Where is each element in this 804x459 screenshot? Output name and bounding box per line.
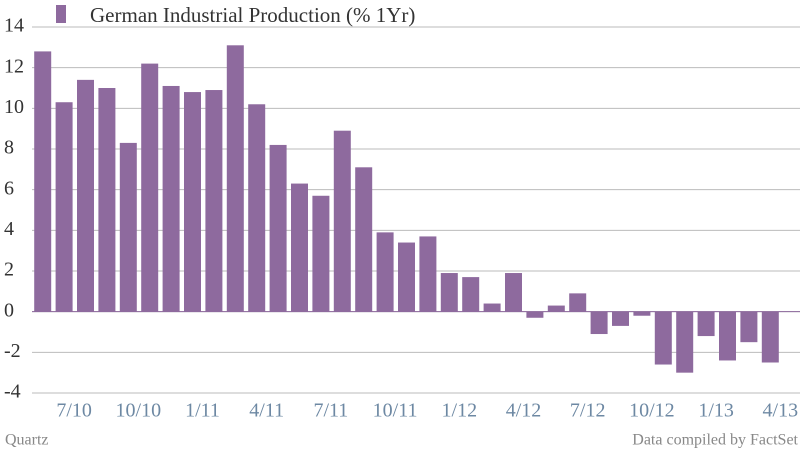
bar: [55, 102, 73, 312]
bar: [269, 144, 287, 312]
x-tick-label: 7/12: [570, 400, 606, 422]
x-tick-label: 7/11: [313, 400, 348, 422]
bar: [248, 104, 266, 312]
bar: [205, 90, 223, 312]
bar: [590, 311, 608, 335]
y-tick-label: 12: [4, 55, 24, 77]
bar: [162, 85, 180, 312]
chart-title: German Industrial Production (% 1Yr): [90, 3, 415, 27]
source-right: Data compiled by FactSet: [632, 432, 798, 449]
bar: [462, 277, 480, 312]
y-tick-label: 4: [4, 218, 14, 240]
bar: [98, 88, 116, 312]
bar: [34, 51, 52, 312]
x-tick-label: 4/13: [763, 400, 799, 422]
y-tick-label: -4: [4, 381, 21, 403]
y-tick-label: 10: [4, 96, 24, 118]
bar: [312, 195, 330, 312]
legend-swatch: [56, 5, 66, 23]
y-tick-label: -2: [4, 340, 21, 362]
bar: [291, 183, 308, 312]
y-tick-label: 0: [4, 299, 14, 321]
bar: [569, 293, 587, 312]
x-tick-label: 1/12: [442, 400, 478, 422]
bar: [483, 303, 501, 312]
y-tick-label: 6: [4, 177, 14, 199]
y-tick-label: 14: [4, 15, 24, 37]
bar: [141, 63, 159, 312]
y-tick-label: 8: [4, 137, 14, 159]
bar: [226, 45, 244, 312]
x-tick-label: 4/11: [249, 400, 284, 422]
bar: [398, 242, 415, 312]
x-tick-label: 10/10: [116, 400, 162, 422]
bar: [654, 311, 672, 365]
bar: [77, 79, 94, 312]
x-tick-label: 7/10: [56, 400, 92, 422]
bar: [612, 311, 629, 326]
bar: [526, 311, 544, 318]
bar: [376, 232, 394, 312]
bar: [184, 92, 201, 312]
bar: [719, 311, 736, 361]
x-tick-label: 4/12: [506, 400, 542, 422]
x-tick-label: 1/11: [185, 400, 220, 422]
bar: [547, 305, 565, 312]
bar: [119, 142, 137, 312]
bar: [697, 311, 715, 337]
source-left: Quartz: [5, 432, 49, 449]
x-tick-label: 1/13: [698, 400, 734, 422]
bar: [505, 273, 522, 312]
bar: [333, 130, 351, 312]
y-tick-label: 2: [4, 259, 14, 281]
bar: [419, 236, 437, 312]
x-tick-label: 10/12: [629, 400, 675, 422]
bar: [355, 167, 373, 312]
bar: [761, 311, 779, 363]
bar: [740, 311, 758, 343]
x-tick-label: 10/11: [373, 400, 418, 422]
bar: [676, 311, 694, 373]
bar: [633, 311, 651, 316]
bar: [440, 273, 458, 312]
